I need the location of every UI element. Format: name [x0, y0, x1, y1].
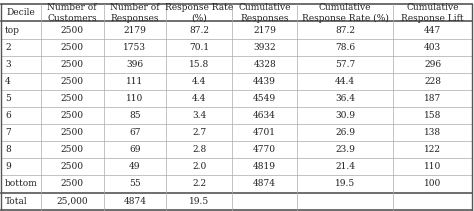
Text: 26.9: 26.9	[335, 128, 355, 137]
Text: 2.8: 2.8	[192, 145, 206, 154]
Text: 100: 100	[424, 180, 441, 188]
Text: 4770: 4770	[253, 145, 276, 154]
Text: Cumulative
Response Rate (%): Cumulative Response Rate (%)	[302, 3, 389, 23]
Text: 228: 228	[424, 77, 441, 86]
Text: 4874: 4874	[253, 180, 276, 188]
Text: 2500: 2500	[61, 26, 83, 35]
Text: 8: 8	[5, 145, 11, 154]
Text: 2500: 2500	[61, 94, 83, 103]
Text: 296: 296	[424, 60, 441, 69]
Text: 4819: 4819	[253, 162, 276, 171]
Text: 36.4: 36.4	[335, 94, 355, 103]
Text: 4701: 4701	[253, 128, 276, 137]
Text: 2500: 2500	[61, 77, 83, 86]
Text: 70.1: 70.1	[189, 43, 209, 52]
Text: 110: 110	[424, 162, 441, 171]
Text: 4439: 4439	[253, 77, 276, 86]
Text: 2500: 2500	[61, 128, 83, 137]
Text: 2.2: 2.2	[192, 180, 206, 188]
Text: 187: 187	[424, 94, 441, 103]
Text: Cumulative
Response Lift: Cumulative Response Lift	[401, 3, 464, 23]
Text: 2179: 2179	[253, 26, 276, 35]
Text: 3: 3	[5, 60, 11, 69]
Text: 110: 110	[126, 94, 144, 103]
Text: 2500: 2500	[61, 145, 83, 154]
Text: 2500: 2500	[61, 111, 83, 120]
Text: 15.8: 15.8	[189, 60, 209, 69]
Text: 4549: 4549	[253, 94, 276, 103]
Text: Response Rate
(%): Response Rate (%)	[165, 3, 233, 23]
Text: bottom: bottom	[5, 180, 38, 188]
Text: 2500: 2500	[61, 43, 83, 52]
Text: 57.7: 57.7	[335, 60, 356, 69]
Text: 69: 69	[129, 145, 141, 154]
Text: 30.9: 30.9	[335, 111, 355, 120]
Text: 4634: 4634	[253, 111, 276, 120]
Text: 111: 111	[126, 77, 144, 86]
Text: 3932: 3932	[253, 43, 276, 52]
Text: 78.6: 78.6	[335, 43, 356, 52]
Text: 4328: 4328	[253, 60, 276, 69]
Text: 2179: 2179	[124, 26, 146, 35]
Text: 158: 158	[424, 111, 441, 120]
Text: 5: 5	[5, 94, 11, 103]
Text: 23.9: 23.9	[335, 145, 355, 154]
Text: 7: 7	[5, 128, 11, 137]
Text: top: top	[5, 26, 20, 35]
Text: 2.0: 2.0	[192, 162, 206, 171]
Text: 396: 396	[127, 60, 144, 69]
Text: 87.2: 87.2	[335, 26, 355, 35]
Text: 21.4: 21.4	[335, 162, 355, 171]
Text: Total: Total	[5, 197, 28, 206]
Text: 4.4: 4.4	[192, 94, 206, 103]
Text: 2: 2	[5, 43, 11, 52]
Text: 6: 6	[5, 111, 11, 120]
Text: 4874: 4874	[123, 197, 146, 206]
Text: 3.4: 3.4	[192, 111, 206, 120]
Text: 4.4: 4.4	[192, 77, 206, 86]
Text: Number of
Responses: Number of Responses	[110, 3, 160, 23]
Text: 2.7: 2.7	[192, 128, 206, 137]
Text: Cumulative
Responses: Cumulative Responses	[238, 3, 291, 23]
Text: Number of
Customers: Number of Customers	[47, 3, 97, 23]
Text: 87.2: 87.2	[189, 26, 209, 35]
Text: 1753: 1753	[123, 43, 146, 52]
Text: 9: 9	[5, 162, 11, 171]
Text: 55: 55	[129, 180, 141, 188]
Text: 2500: 2500	[61, 60, 83, 69]
Text: 138: 138	[424, 128, 441, 137]
Text: 67: 67	[129, 128, 141, 137]
Text: 19.5: 19.5	[189, 197, 209, 206]
Text: 403: 403	[424, 43, 441, 52]
Text: 2500: 2500	[61, 162, 83, 171]
Text: 85: 85	[129, 111, 141, 120]
Text: 25,000: 25,000	[56, 197, 88, 206]
Text: 19.5: 19.5	[335, 180, 356, 188]
Text: 447: 447	[424, 26, 441, 35]
Text: 2500: 2500	[61, 180, 83, 188]
Text: 49: 49	[129, 162, 141, 171]
Text: 122: 122	[424, 145, 441, 154]
Text: Decile: Decile	[7, 8, 36, 18]
Text: 4: 4	[5, 77, 11, 86]
Text: 44.4: 44.4	[335, 77, 356, 86]
